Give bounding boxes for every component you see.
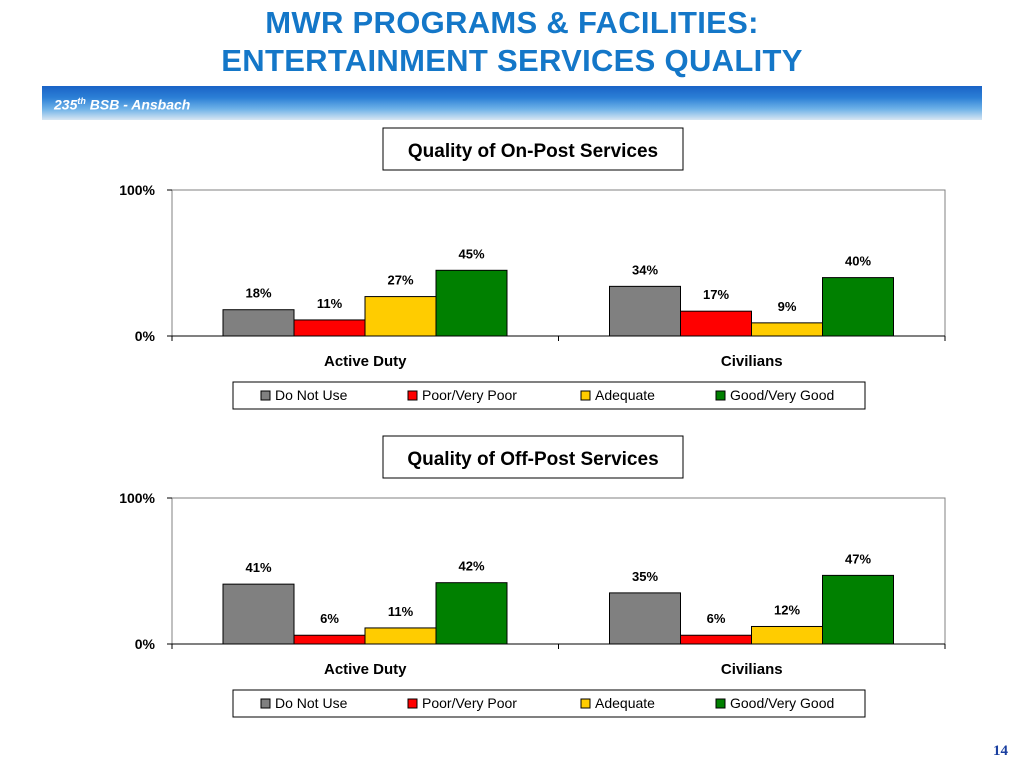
y-tick-label: 0% [135, 328, 156, 344]
legend-box [232, 689, 866, 718]
legend-swatch [407, 390, 418, 401]
bar-poor-very-poor-civilians [680, 310, 752, 337]
legend-label: Adequate [595, 387, 655, 403]
legend-swatch [715, 390, 726, 401]
chart-title-box [382, 435, 684, 479]
data-label: 35% [632, 569, 658, 584]
data-label: 11% [317, 296, 343, 311]
bar-adequate-civilians [751, 625, 823, 645]
bar-adequate-active-duty [364, 627, 437, 645]
y-tick-label: 100% [119, 490, 155, 506]
bar-do-not-use-civilians [609, 285, 681, 337]
plot-area [171, 189, 946, 337]
legend-label: Poor/Very Poor [422, 387, 517, 403]
legend-swatch [260, 390, 271, 401]
bar-poor-very-poor-active-duty [293, 634, 366, 645]
data-label: 6% [707, 611, 726, 626]
plot-area [171, 497, 946, 645]
bar-good-very-good-civilians [822, 574, 894, 645]
slide-title-line-2: ENTERTAINMENT SERVICES QUALITY [221, 43, 803, 78]
x-category-label: Civilians [721, 353, 783, 370]
legend-swatch [580, 390, 591, 401]
chart-title: Quality of Off-Post Services [407, 449, 658, 470]
data-label: 42% [458, 559, 484, 574]
legend-swatch [407, 698, 418, 709]
legend-label: Adequate [595, 695, 655, 711]
data-label: 6% [320, 611, 339, 626]
data-label: 40% [845, 254, 871, 269]
x-category-label: Active Duty [324, 353, 407, 370]
bar-do-not-use-active-duty [222, 309, 295, 337]
data-label: 47% [845, 551, 871, 566]
bar-poor-very-poor-civilians [680, 634, 752, 645]
bar-adequate-active-duty [364, 296, 437, 337]
off-post-chart: Quality of Off-Post Services 0% 100% 41% 6% 1… [119, 435, 946, 718]
data-label: 34% [632, 262, 658, 277]
x-category-label: Active Duty [324, 661, 407, 678]
legend-swatch [260, 698, 271, 709]
legend-label: Poor/Very Poor [422, 695, 517, 711]
legend-label: Do Not Use [275, 387, 348, 403]
bar-adequate-civilians [751, 322, 823, 337]
data-label: 11% [388, 604, 414, 619]
data-label: 45% [458, 246, 484, 261]
banner-label: 235th BSB - Ansbach [54, 96, 190, 113]
on-post-chart: Quality of On-Post Services 0% 100% 18% 11% 2… [119, 127, 946, 410]
banner-rest: BSB - Ansbach [85, 96, 191, 113]
page-number: 14 [993, 743, 1008, 759]
data-label: 18% [245, 286, 271, 301]
data-label: 9% [778, 299, 797, 314]
legend-swatch [715, 698, 726, 709]
banner-suffix: th [77, 96, 86, 106]
data-label: 27% [387, 273, 413, 288]
banner-number: 235 [54, 96, 78, 113]
x-category-label: Civilians [721, 661, 783, 678]
data-label: 17% [703, 287, 729, 302]
y-tick-label: 0% [135, 636, 156, 652]
bar-good-very-good-civilians [822, 277, 894, 337]
slide-title: MWR PROGRAMS & FACILITIES: ENTERTAINMENT… [0, 4, 1024, 80]
chart-title: Quality of On-Post Services [408, 141, 658, 162]
bar-good-very-good-active-duty [435, 582, 508, 645]
header-banner: 235th BSB - Ansbach [42, 86, 982, 120]
legend-label: Do Not Use [275, 695, 348, 711]
bar-do-not-use-civilians [609, 592, 681, 645]
bar-do-not-use-active-duty [222, 583, 295, 645]
data-label: 12% [774, 602, 800, 617]
legend-label: Good/Very Good [730, 387, 834, 403]
legend-swatch [580, 698, 591, 709]
legend-label: Good/Very Good [730, 695, 834, 711]
chart-title-box [382, 127, 684, 171]
bar-poor-very-poor-active-duty [293, 319, 366, 337]
data-label: 41% [245, 560, 271, 575]
slide-title-line-1: MWR PROGRAMS & FACILITIES: [265, 5, 759, 40]
bar-good-very-good-active-duty [435, 269, 508, 337]
legend-box [232, 381, 866, 410]
y-tick-label: 100% [119, 182, 155, 198]
